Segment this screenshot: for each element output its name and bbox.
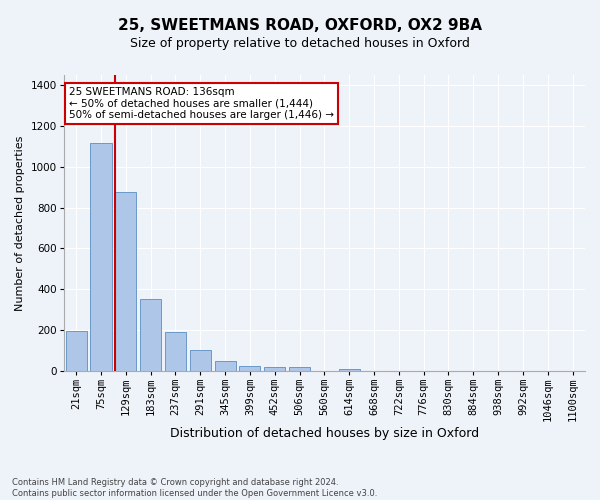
Bar: [264, 366, 285, 370]
Bar: [190, 350, 211, 370]
Text: 25 SWEETMANS ROAD: 136sqm
← 50% of detached houses are smaller (1,444)
50% of se: 25 SWEETMANS ROAD: 136sqm ← 50% of detac…: [69, 87, 334, 120]
Text: 25, SWEETMANS ROAD, OXFORD, OX2 9BA: 25, SWEETMANS ROAD, OXFORD, OX2 9BA: [118, 18, 482, 32]
Y-axis label: Number of detached properties: Number of detached properties: [15, 135, 25, 310]
Bar: [65, 331, 87, 370]
Bar: [239, 366, 260, 370]
Text: Size of property relative to detached houses in Oxford: Size of property relative to detached ho…: [130, 38, 470, 51]
Bar: [215, 360, 236, 370]
Bar: [140, 300, 161, 370]
Bar: [165, 332, 186, 370]
Bar: [338, 368, 360, 370]
Bar: [115, 192, 136, 370]
Bar: [289, 367, 310, 370]
Text: Contains HM Land Registry data © Crown copyright and database right 2024.
Contai: Contains HM Land Registry data © Crown c…: [12, 478, 377, 498]
X-axis label: Distribution of detached houses by size in Oxford: Distribution of detached houses by size …: [170, 427, 479, 440]
Bar: [91, 144, 112, 370]
